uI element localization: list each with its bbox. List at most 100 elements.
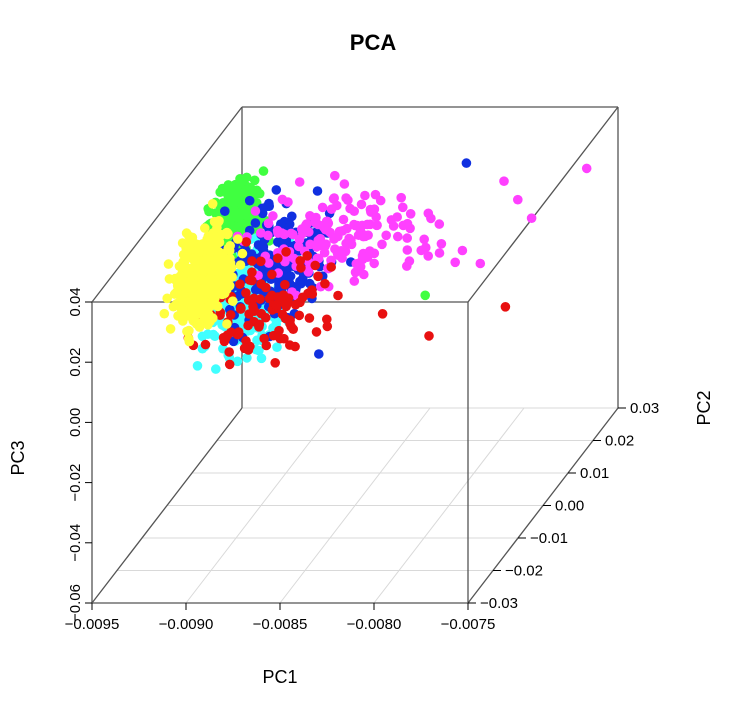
y-tick-label: 0.03: [630, 400, 659, 417]
data-point: [261, 340, 272, 351]
data-point: [294, 310, 305, 321]
data-point: [183, 333, 194, 344]
data-point: [247, 256, 257, 266]
data-point: [244, 309, 254, 319]
data-point: [317, 240, 328, 250]
data-point: [375, 195, 386, 206]
data-point: [304, 227, 314, 237]
data-point: [246, 249, 257, 259]
data-point: [242, 353, 252, 363]
x-tick-label: −0.0085: [253, 616, 308, 633]
data-point: [261, 282, 271, 293]
data-point: [312, 186, 323, 196]
data-point: [247, 267, 257, 278]
data-point: [313, 271, 323, 282]
data-point: [174, 261, 185, 272]
data-point: [424, 331, 434, 341]
z-axis-label: PC3: [8, 440, 28, 475]
data-point: [350, 267, 361, 278]
data-point: [423, 251, 434, 261]
data-point: [365, 204, 376, 215]
data-point: [201, 241, 211, 251]
z-tick-label: −0.02: [67, 464, 84, 502]
data-point: [199, 303, 209, 314]
data-point: [244, 275, 255, 285]
data-point: [356, 199, 367, 210]
data-point: [207, 199, 218, 209]
data-point: [301, 219, 312, 229]
data-point: [233, 234, 243, 244]
data-point: [285, 315, 295, 326]
data-point: [330, 170, 340, 181]
data-point: [371, 212, 382, 222]
data-point: [277, 194, 288, 205]
data-point: [359, 269, 369, 280]
data-point: [235, 260, 246, 270]
data-point: [320, 278, 330, 289]
data-point: [215, 310, 225, 321]
data-point: [233, 327, 244, 337]
data-point: [360, 190, 370, 201]
data-point: [263, 258, 274, 268]
data-point: [223, 180, 234, 190]
data-point: [222, 229, 232, 240]
data-point: [339, 179, 350, 189]
data-point: [268, 211, 278, 221]
data-point: [434, 219, 445, 229]
data-point: [317, 202, 328, 213]
data-point: [513, 194, 523, 205]
data-point: [162, 293, 172, 304]
data-point: [225, 253, 235, 264]
data-point: [416, 245, 427, 256]
data-point: [402, 233, 413, 243]
data-point: [264, 198, 274, 209]
data-point: [201, 254, 211, 265]
data-point: [192, 361, 203, 371]
y-tick-label: −0.02: [505, 563, 543, 580]
data-point: [267, 269, 277, 280]
data-point: [213, 255, 223, 266]
data-point: [206, 300, 216, 311]
data-point: [194, 322, 205, 332]
data-point: [263, 218, 274, 229]
data-point: [181, 228, 192, 238]
data-point: [340, 246, 351, 257]
z-tick-label: −0.04: [67, 524, 84, 562]
data-point: [188, 253, 198, 264]
data-point: [295, 255, 306, 266]
data-point: [285, 340, 295, 350]
data-point: [224, 347, 234, 357]
data-point: [236, 220, 247, 230]
plot-box: [91, 106, 619, 604]
data-point: [159, 308, 170, 319]
data-point: [405, 209, 416, 219]
data-point: [281, 247, 291, 257]
data-point: [436, 239, 447, 249]
data-point: [256, 353, 267, 364]
data-point: [197, 331, 208, 342]
data-point: [208, 329, 219, 340]
data-point: [241, 288, 251, 298]
data-point: [250, 218, 261, 228]
data-point: [290, 299, 301, 310]
data-point: [326, 262, 337, 272]
data-point: [213, 217, 224, 227]
data-point: [211, 364, 221, 374]
x-tick-label: −0.0095: [65, 616, 120, 633]
data-point: [236, 177, 247, 187]
y-tick-label: −0.01: [530, 530, 568, 547]
data-point: [349, 219, 359, 230]
data-point: [243, 320, 253, 331]
data-point: [279, 333, 289, 344]
data-point: [499, 176, 509, 186]
data-point: [295, 276, 305, 287]
z-tick-label: −0.06: [67, 584, 84, 622]
data-point: [226, 212, 237, 223]
data-point: [404, 256, 415, 266]
data-point: [224, 359, 235, 370]
data-point: [244, 195, 255, 206]
data-point: [177, 238, 188, 248]
data-point: [228, 296, 238, 307]
data-point: [305, 239, 315, 250]
